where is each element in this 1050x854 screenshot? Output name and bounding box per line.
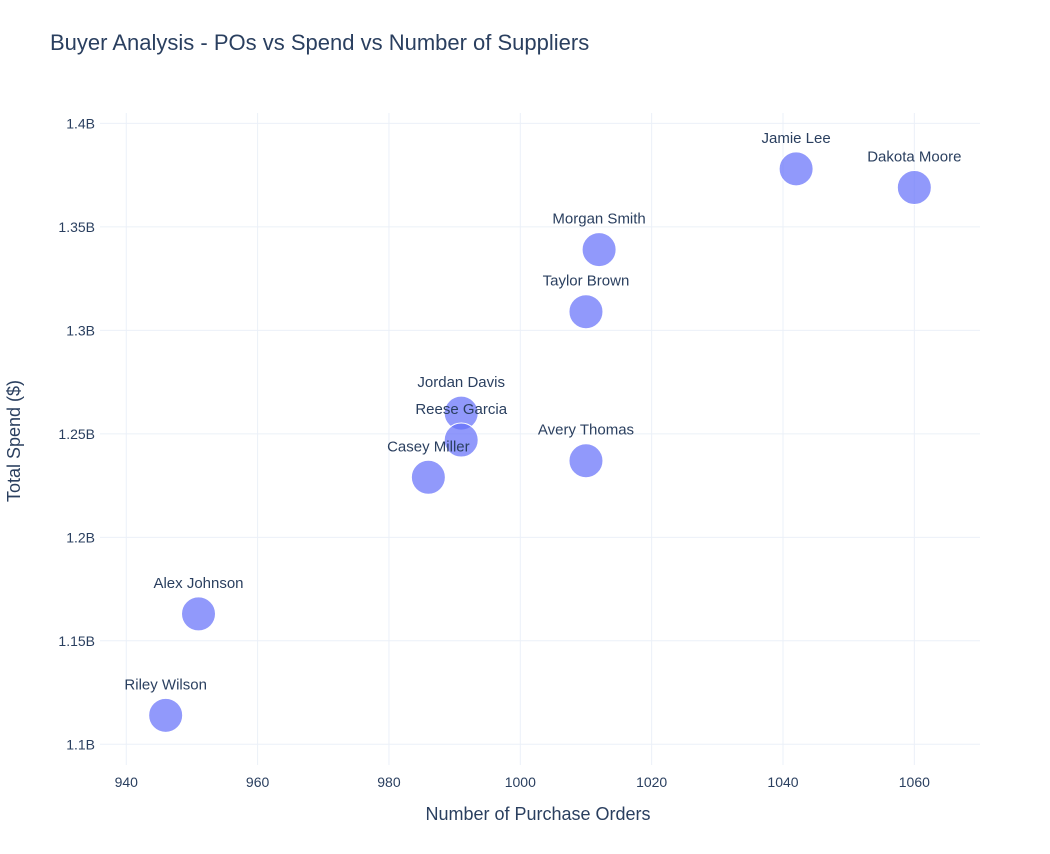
x-axis-ticks: 940 960 980 1000 1020 1040 1060 — [115, 774, 931, 790]
data-point[interactable] — [581, 232, 617, 268]
y-tick-label: 1.25B — [58, 426, 95, 442]
point-label: Avery Thomas — [538, 422, 634, 439]
point-label: Riley Wilson — [124, 676, 207, 693]
data-point[interactable] — [148, 697, 184, 733]
y-tick-label: 1.4B — [66, 115, 95, 131]
point-labels: Riley Wilson Alex Johnson Casey Miller Jord… — [124, 130, 961, 693]
data-point[interactable] — [568, 294, 604, 330]
x-tick-label: 1040 — [767, 774, 798, 790]
data-points — [148, 151, 932, 733]
data-point[interactable] — [896, 170, 932, 206]
point-label: Alex Johnson — [153, 575, 243, 592]
x-tick-label: 940 — [115, 774, 139, 790]
x-tick-label: 1020 — [636, 774, 667, 790]
data-point[interactable] — [568, 443, 604, 479]
grid-lines — [100, 113, 980, 765]
y-tick-label: 1.15B — [58, 633, 95, 649]
x-tick-label: 1060 — [899, 774, 930, 790]
x-tick-label: 960 — [246, 774, 270, 790]
y-axis-ticks: 1.1B 1.15B 1.2B 1.25B 1.3B 1.35B 1.4B — [58, 115, 95, 752]
point-label: Jamie Lee — [762, 130, 831, 147]
point-label: Reese Garcia — [415, 401, 507, 418]
point-label: Jordan Davis — [417, 374, 505, 391]
x-axis-title: Number of Purchase Orders — [425, 804, 650, 824]
point-label: Casey Miller — [387, 438, 470, 455]
point-label: Morgan Smith — [552, 211, 645, 228]
y-tick-label: 1.3B — [66, 322, 95, 338]
chart-title: Buyer Analysis - POs vs Spend vs Number … — [50, 30, 590, 55]
data-point[interactable] — [410, 459, 446, 495]
point-label: Dakota Moore — [867, 149, 961, 166]
data-point[interactable] — [778, 151, 814, 187]
x-tick-label: 1000 — [505, 774, 536, 790]
point-label: Taylor Brown — [543, 273, 630, 290]
data-point[interactable] — [443, 422, 479, 458]
data-point[interactable] — [181, 596, 217, 632]
y-axis-title: Total Spend ($) — [4, 380, 24, 502]
y-tick-label: 1.2B — [66, 529, 95, 545]
y-tick-label: 1.1B — [66, 736, 95, 752]
y-tick-label: 1.35B — [58, 219, 95, 235]
x-tick-label: 980 — [377, 774, 401, 790]
